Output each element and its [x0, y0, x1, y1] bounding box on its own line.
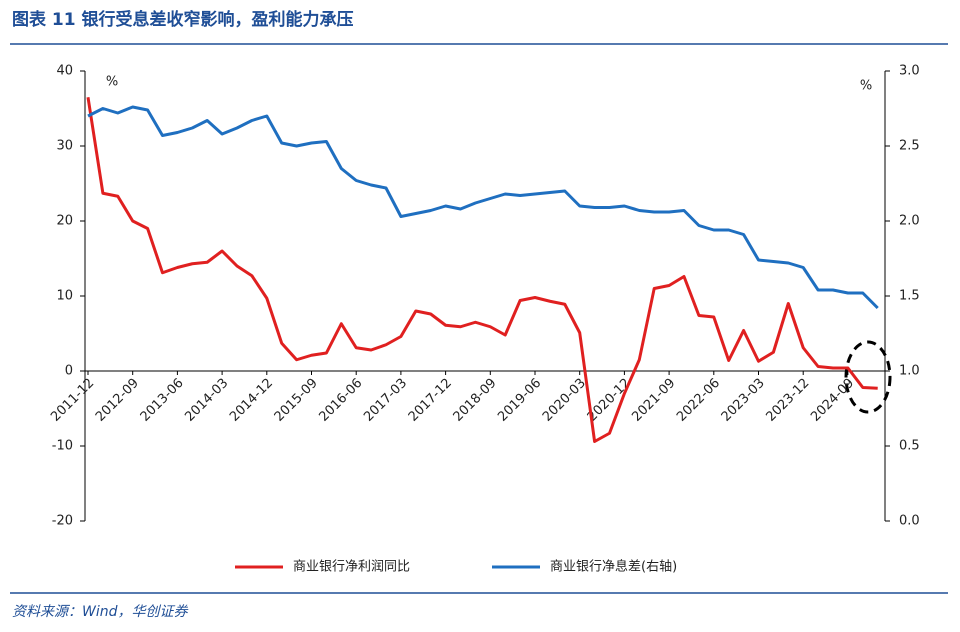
x-tick-label: 2018-09: [451, 376, 500, 425]
x-tick-label: 2013-06: [138, 376, 187, 425]
legend-label: 商业银行净息差(右轴): [550, 559, 677, 575]
source: 资料来源：Wind，华创证券: [12, 604, 188, 620]
y-tick-label: 20: [56, 214, 73, 229]
x-tick-label: 2021-09: [629, 376, 678, 425]
x-tick-label: 2016-06: [316, 376, 365, 425]
x-tick-label: 2023-03: [719, 376, 768, 425]
x-tick-label: 2020-03: [540, 376, 589, 425]
y2-tick-label: 0.5: [899, 439, 920, 454]
x-tick-label: 2014-12: [227, 376, 276, 425]
y-tick-label: 10: [56, 289, 73, 304]
x-tick-label: 2017-12: [406, 376, 455, 425]
series-line: [87, 105, 879, 310]
y2-tick-label: 1.5: [899, 289, 920, 304]
legend-label: 商业银行净利润同比: [293, 560, 410, 575]
y2-tick-label: 2.0: [899, 214, 920, 229]
y-tick-label: -20: [52, 514, 73, 529]
x-tick-label: 2012-09: [93, 376, 142, 425]
y-tick-label: 0: [65, 364, 73, 379]
y2-tick-label: 1.0: [899, 364, 920, 379]
x-tick-label: 2019-06: [495, 376, 544, 425]
x-tick-label: 2023-12: [763, 376, 812, 425]
x-tick-label: 2017-03: [361, 376, 410, 425]
y-tick-label: 30: [56, 139, 73, 154]
x-tick-label: 2015-09: [272, 376, 321, 425]
series-line: [86, 97, 878, 443]
x-tick-label: 2014-03: [182, 376, 231, 425]
y-tick-label: -10: [52, 439, 73, 454]
x-tick-label: 2022-06: [674, 376, 723, 425]
y2-tick-label: 3.0: [899, 64, 920, 79]
y2-tick-label: 0.0: [899, 514, 920, 529]
y-unit: %: [106, 75, 118, 90]
y2-tick-label: 2.5: [899, 139, 920, 154]
x-tick-label: 2011-12: [48, 376, 97, 425]
y-tick-label: 40: [56, 64, 73, 79]
header-title: 图表 11 银行受息差收窄影响，盈利能力承压: [12, 9, 354, 30]
highlight-ellipse: [844, 340, 892, 414]
y2-unit: %: [860, 79, 872, 94]
